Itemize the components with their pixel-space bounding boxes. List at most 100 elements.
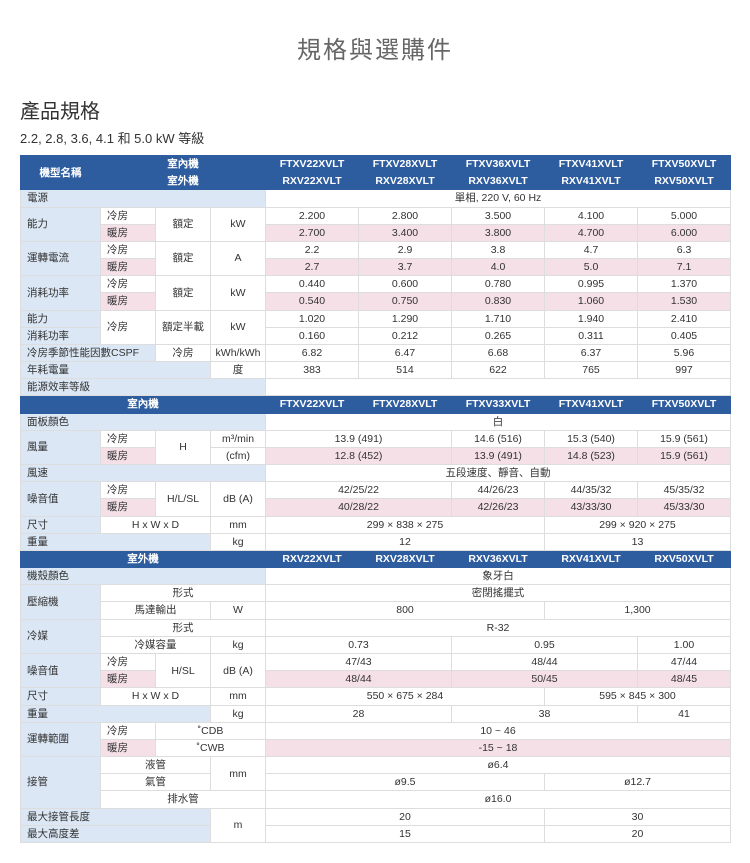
maxh-v2: 20: [545, 825, 731, 842]
si-v1: 299 × 838 × 275: [266, 516, 545, 533]
pipe-liquid: 液管: [101, 757, 211, 774]
half-cap1: 1.290: [359, 310, 452, 327]
hdr3-outdoor: 室外機: [21, 550, 266, 567]
cspf-unit: kWh/kWh: [211, 344, 266, 361]
row-maxlen: 最大接管長度: [21, 808, 211, 825]
no-h0: 48/44: [266, 671, 452, 688]
ni-unit: dB (A): [211, 482, 266, 516]
range-coolu: ˚CDB: [156, 722, 266, 739]
cur-h1: 3.7: [359, 259, 452, 276]
maxh-v1: 15: [266, 825, 545, 842]
cspf-4: 5.96: [638, 344, 731, 361]
ref-chargeu: kg: [211, 636, 266, 653]
comp-motoru: W: [211, 602, 266, 619]
pc-h0: 0.540: [266, 293, 359, 310]
no-heat: 暖房: [101, 671, 156, 688]
so-v2: 595 × 845 × 300: [545, 688, 731, 705]
row-current: 運轉電流: [21, 241, 101, 275]
annual-1: 514: [359, 362, 452, 379]
wi-v2: 13: [545, 533, 731, 550]
af-h0: 12.8 (452): [266, 447, 452, 464]
annual-0: 383: [266, 362, 359, 379]
af-h: H: [156, 430, 211, 464]
pc-c2: 0.780: [452, 276, 545, 293]
color-o-v: 象牙白: [266, 568, 731, 585]
annual-2: 622: [452, 362, 545, 379]
cap-c0: 2.200: [266, 207, 359, 224]
comp-typev: 密閉搖擺式: [266, 585, 731, 602]
pipe-gasv1: ø9.5: [266, 774, 545, 791]
row-size-i: 尺寸: [21, 516, 101, 533]
row-capacity: 能力: [21, 207, 101, 241]
power-val: 單相, 220 V, 60 Hz: [266, 190, 731, 207]
row-noise-o: 噪音值: [21, 653, 101, 687]
row-airflow: 風量: [21, 430, 101, 464]
cur-c3: 4.7: [545, 241, 638, 258]
comp-motor: 馬達輸出: [101, 602, 211, 619]
cur-h4: 7.1: [638, 259, 731, 276]
panel-v: 白: [266, 413, 731, 430]
half-pow4: 0.405: [638, 327, 731, 344]
af-h3: 14.8 (523): [545, 447, 638, 464]
cur-h3: 5.0: [545, 259, 638, 276]
maxlen-v2: 30: [545, 808, 731, 825]
hdr3-c1: RXV28XVLT: [359, 550, 452, 567]
comp-m2: 1,300: [545, 602, 731, 619]
ni-cool: 冷房: [101, 482, 156, 499]
page-title: 規格與選購件: [20, 30, 730, 65]
row-pipe: 接管: [21, 757, 101, 809]
cap-h0: 2.700: [266, 224, 359, 241]
row-eff: 能源效率等級: [21, 379, 266, 396]
cur-rated: 額定: [156, 241, 211, 275]
no-sub: H/SL: [156, 653, 211, 687]
af-heat: 暖房: [101, 447, 156, 464]
range-cv: 10 ~ 46: [266, 722, 731, 739]
pc-unit: kW: [211, 276, 266, 310]
row-power: 電源: [21, 190, 266, 207]
row-size-o: 尺寸: [21, 688, 101, 705]
ni-h0: 40/28/22: [266, 499, 452, 516]
wo-v2: 38: [452, 705, 638, 722]
half-rated: 額定半載: [156, 310, 211, 344]
cur-heat: 暖房: [101, 259, 156, 276]
ni-c0: 42/25/22: [266, 482, 452, 499]
cspf-1: 6.47: [359, 344, 452, 361]
cur-c4: 6.3: [638, 241, 731, 258]
hdr-indoor: 室內機: [101, 156, 266, 173]
ni-c4: 45/35/32: [638, 482, 731, 499]
cur-cool: 冷房: [101, 241, 156, 258]
cap-c4: 5.000: [638, 207, 731, 224]
row-comp: 壓縮機: [21, 585, 101, 619]
hdr-c2t: FTXV36XVLT: [452, 156, 545, 173]
maxlen-v1: 20: [266, 808, 545, 825]
half-cap2: 1.710: [452, 310, 545, 327]
row-fan: 風速: [21, 465, 266, 482]
row-pcons: 消耗功率: [21, 276, 101, 310]
hdr-c2b: RXV36XVLT: [452, 173, 545, 190]
cap-rated: 額定: [156, 207, 211, 241]
si-unit: mm: [211, 516, 266, 533]
ni-c2: 44/26/23: [452, 482, 545, 499]
hdr-c0b: RXV22XVLT: [266, 173, 359, 190]
cap-c2: 3.500: [452, 207, 545, 224]
ni-sub: H/L/SL: [156, 482, 211, 516]
half-cap4: 2.410: [638, 310, 731, 327]
hdr-outdoor: 室外機: [101, 173, 266, 190]
si-sub: H x W x D: [101, 516, 211, 533]
no-h4: 48/45: [638, 671, 731, 688]
maxlen-unit: m: [211, 808, 266, 842]
ni-c3: 44/35/32: [545, 482, 638, 499]
half-cool: 冷房: [101, 310, 156, 344]
cap-h1: 3.400: [359, 224, 452, 241]
hdr-c4t: FTXV50XVLT: [638, 156, 731, 173]
no-c2: 48/44: [452, 653, 638, 670]
pc-c3: 0.995: [545, 276, 638, 293]
pc-cool: 冷房: [101, 276, 156, 293]
so-unit: mm: [211, 688, 266, 705]
half-cap0: 1.020: [266, 310, 359, 327]
half-pow2: 0.265: [452, 327, 545, 344]
row-noise-i: 噪音值: [21, 482, 101, 516]
cap-c1: 2.800: [359, 207, 452, 224]
hdr3-c3: RXV41XVLT: [545, 550, 638, 567]
hdr3-c4: RXV50XVLT: [638, 550, 731, 567]
